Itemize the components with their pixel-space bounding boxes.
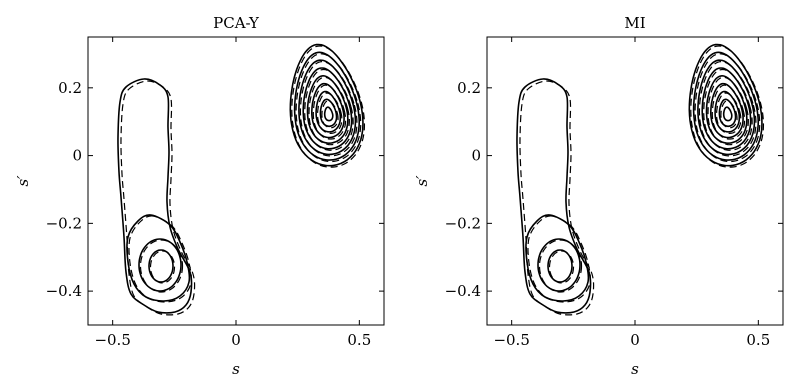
y-tick-label: 0 [471, 147, 481, 165]
chart-title: MI [624, 14, 645, 32]
y-tick-label: 0 [72, 147, 82, 165]
contour-dashed [690, 45, 765, 168]
y-tick-labels: −0.4 −0.2 0 0.2 [445, 79, 481, 300]
contour-dashed [316, 92, 343, 134]
y-tick-label: 0.2 [58, 79, 82, 97]
y-tick-label: −0.2 [445, 214, 481, 232]
x-tick-label: 0 [630, 331, 640, 349]
contour-dashed [321, 100, 339, 129]
axis-ticks [487, 37, 783, 325]
y-axis-label: s′ [14, 175, 32, 187]
contour-dashed [548, 250, 575, 284]
x-axis-label: s [631, 360, 639, 378]
y-tick-label: 0.2 [457, 79, 481, 97]
contour-dashed [527, 215, 592, 303]
x-tick-labels: −0.5 0 0.5 [493, 331, 770, 349]
x-tick-labels: −0.5 0 0.5 [94, 331, 371, 349]
contour-dashed [291, 45, 366, 168]
contour-solid [701, 67, 752, 150]
contour-dashed [720, 100, 738, 129]
contour-solid [310, 82, 345, 139]
contour-dashed [139, 239, 184, 293]
y-tick-label: −0.4 [445, 282, 481, 300]
y-tick-labels: −0.4 −0.2 0 0.2 [46, 79, 82, 300]
contour-solid [302, 67, 353, 150]
contour-solid [323, 106, 334, 122]
x-tick-label: 0 [231, 331, 241, 349]
x-tick-label: 0.5 [347, 331, 371, 349]
contour-dashed [312, 84, 347, 140]
x-axis-label: s [232, 360, 240, 378]
chart-title: PCA-Y [213, 14, 260, 32]
contour-dashed [304, 68, 354, 151]
y-axis-label: s′ [413, 175, 431, 187]
y-tick-label: −0.2 [46, 214, 82, 232]
contour-dashed [295, 53, 362, 163]
contour-solid [537, 238, 581, 292]
contour-dashed [128, 215, 193, 303]
contour-dashed [308, 76, 350, 146]
contour-dashed [703, 68, 753, 151]
contour-solid [525, 214, 590, 302]
y-tick-label: −0.4 [46, 282, 82, 300]
contour-dashed [698, 61, 757, 157]
contour-dashed [299, 61, 358, 157]
contour-solid [138, 238, 182, 292]
axis-ticks [88, 37, 384, 325]
contour-dashed [149, 250, 176, 284]
contour-dashed [538, 239, 583, 293]
contour-dashed [694, 53, 761, 163]
panel-pca-y: PCA-Y −0.4 −0.2 0 0.2 −0.5 0 0.5 s s′ [14, 14, 385, 378]
contour-dashed [715, 92, 742, 134]
panel-mi: MI −0.4 −0.2 0 0.2 −0.5 0 0.5 s s′ [413, 14, 784, 378]
contour-solid [709, 82, 744, 139]
contour-solid [126, 214, 191, 302]
x-tick-label: −0.5 [493, 331, 529, 349]
x-tick-label: −0.5 [94, 331, 130, 349]
contour-lines [117, 43, 366, 316]
contour-solid [718, 98, 737, 128]
contour-solid [319, 98, 338, 128]
contour-lines [516, 43, 765, 316]
contour-dashed [707, 76, 749, 146]
x-tick-label: 0.5 [746, 331, 770, 349]
contour-dashed [711, 84, 746, 140]
contour-solid [722, 106, 733, 122]
